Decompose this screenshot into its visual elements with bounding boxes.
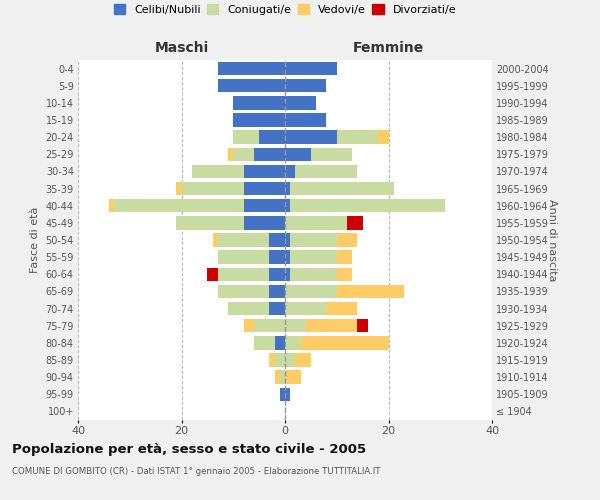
Bar [285,79,326,92]
Bar [285,234,290,246]
Bar [285,96,316,110]
Bar [285,114,326,126]
Bar [218,79,285,92]
Bar [269,268,285,281]
Bar [208,268,218,281]
Bar [290,268,337,281]
Bar [218,284,269,298]
Bar [244,164,285,178]
Text: Femmine: Femmine [353,41,424,55]
Bar [212,234,218,246]
Bar [254,336,275,349]
Bar [290,199,445,212]
Bar [285,388,290,401]
Bar [337,130,378,144]
Bar [337,268,352,281]
Bar [244,216,285,230]
Bar [285,130,337,144]
Bar [285,148,311,161]
Bar [285,284,337,298]
Bar [218,250,269,264]
Bar [285,336,301,349]
Bar [295,164,358,178]
Bar [290,182,394,196]
Bar [301,336,389,349]
Bar [285,268,290,281]
Bar [285,164,295,178]
Text: COMUNE DI GOMBITO (CR) - Dati ISTAT 1° gennaio 2005 - Elaborazione TUTTITALIA.IT: COMUNE DI GOMBITO (CR) - Dati ISTAT 1° g… [12,468,380,476]
Bar [182,182,244,196]
Bar [285,370,301,384]
Bar [244,319,254,332]
Text: Popolazione per età, sesso e stato civile - 2005: Popolazione per età, sesso e stato civil… [12,442,366,456]
Bar [228,148,233,161]
Bar [233,96,285,110]
Bar [337,234,358,246]
Bar [218,234,269,246]
Bar [285,250,290,264]
Y-axis label: Fasce di età: Fasce di età [30,207,40,273]
Bar [269,354,275,366]
Bar [176,182,182,196]
Bar [326,302,358,316]
Bar [254,148,285,161]
Legend: Celibi/Nubili, Coniugati/e, Vedovi/e, Divorziati/e: Celibi/Nubili, Coniugati/e, Vedovi/e, Di… [114,4,456,15]
Bar [285,199,290,212]
Bar [233,148,254,161]
Bar [192,164,244,178]
Bar [218,268,269,281]
Bar [259,130,285,144]
Bar [311,148,352,161]
Bar [228,302,269,316]
Bar [244,199,285,212]
Bar [290,250,337,264]
Bar [233,114,285,126]
Bar [280,370,285,384]
Bar [337,284,404,298]
Bar [337,250,352,264]
Bar [275,336,285,349]
Bar [269,302,285,316]
Bar [109,199,114,212]
Bar [358,319,368,332]
Bar [295,354,311,366]
Bar [269,250,285,264]
Bar [306,319,358,332]
Bar [269,284,285,298]
Bar [176,216,244,230]
Bar [285,302,326,316]
Bar [114,199,244,212]
Bar [285,62,337,76]
Bar [218,62,285,76]
Bar [275,370,280,384]
Bar [285,182,290,196]
Bar [378,130,389,144]
Text: Maschi: Maschi [154,41,209,55]
Bar [280,388,285,401]
Bar [285,216,347,230]
Bar [254,319,285,332]
Bar [290,234,337,246]
Bar [233,130,259,144]
Bar [244,182,285,196]
Y-axis label: Anni di nascita: Anni di nascita [547,198,557,281]
Bar [347,216,362,230]
Bar [285,319,306,332]
Bar [275,354,285,366]
Bar [285,354,295,366]
Bar [269,234,285,246]
